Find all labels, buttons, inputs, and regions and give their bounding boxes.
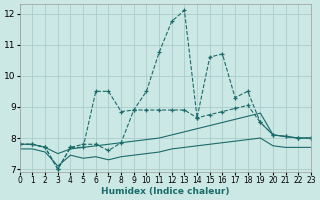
X-axis label: Humidex (Indice chaleur): Humidex (Indice chaleur)	[101, 187, 230, 196]
